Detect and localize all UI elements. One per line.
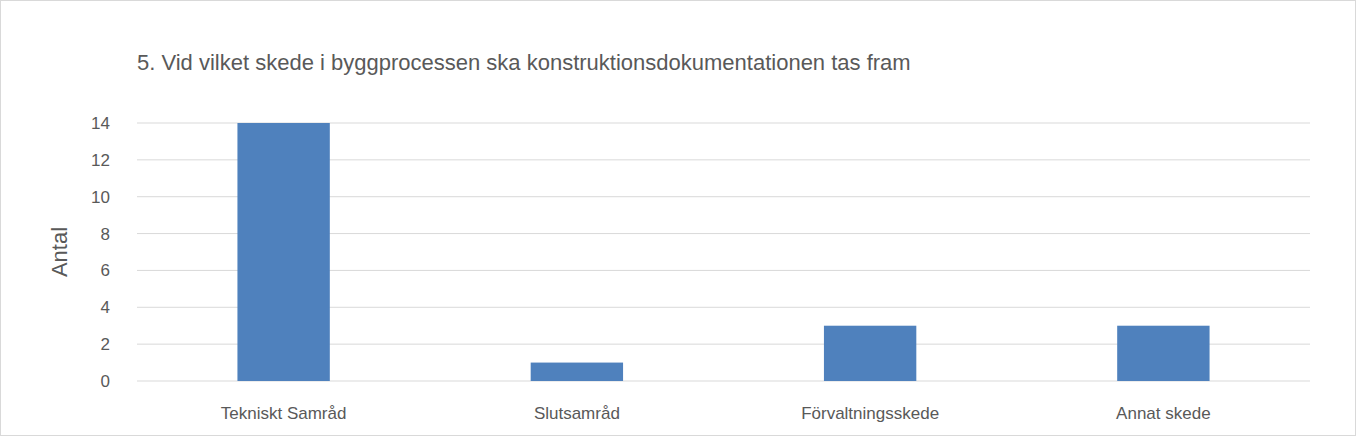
chart-title: 5. Vid vilket skede i byggprocessen ska …: [137, 50, 911, 75]
y-tick-label: 8: [101, 225, 110, 244]
y-tick-label: 2: [101, 335, 110, 354]
bar: [237, 123, 329, 381]
bar: [531, 363, 623, 381]
chart-frame: [1, 1, 1356, 436]
y-tick-label: 10: [91, 188, 110, 207]
bar: [1117, 326, 1209, 381]
x-tick-label: Tekniskt Samråd: [221, 404, 347, 423]
x-tick-label: Annat skede: [1116, 404, 1211, 423]
y-axis-label: Antal: [47, 227, 72, 277]
bars: [237, 123, 1209, 381]
bar: [824, 326, 916, 381]
chart: 5. Vid vilket skede i byggprocessen ska …: [0, 0, 1356, 436]
y-tick-label: 6: [101, 261, 110, 280]
y-tick-label: 12: [91, 151, 110, 170]
y-tick-label: 0: [101, 372, 110, 391]
x-tick-label: Slutsamråd: [534, 404, 620, 423]
y-tick-label: 14: [91, 114, 110, 133]
y-tick-label: 4: [101, 298, 110, 317]
x-tick-label: Förvaltningsskede: [801, 404, 939, 423]
